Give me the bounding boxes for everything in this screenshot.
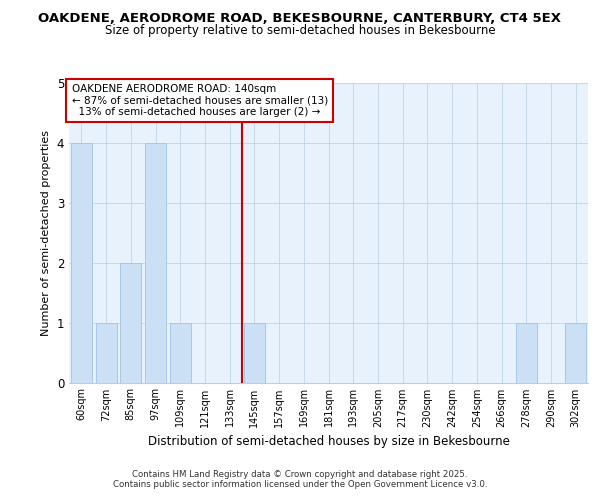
Y-axis label: Number of semi-detached properties: Number of semi-detached properties	[41, 130, 51, 336]
Bar	[145, 142, 166, 382]
Text: OAKDENE AERODROME ROAD: 140sqm
← 87% of semi-detached houses are smaller (13)
  : OAKDENE AERODROME ROAD: 140sqm ← 87% of …	[71, 84, 328, 117]
Text: Size of property relative to semi-detached houses in Bekesbourne: Size of property relative to semi-detach…	[104, 24, 496, 37]
Text: Contains HM Land Registry data © Crown copyright and database right 2025.
Contai: Contains HM Land Registry data © Crown c…	[113, 470, 487, 489]
Bar	[516, 322, 537, 382]
Bar	[170, 322, 191, 382]
Bar	[120, 262, 141, 382]
Bar	[95, 322, 116, 382]
Bar	[71, 142, 92, 382]
Bar	[244, 322, 265, 382]
Text: OAKDENE, AERODROME ROAD, BEKESBOURNE, CANTERBURY, CT4 5EX: OAKDENE, AERODROME ROAD, BEKESBOURNE, CA…	[38, 12, 562, 26]
Bar	[565, 322, 586, 382]
X-axis label: Distribution of semi-detached houses by size in Bekesbourne: Distribution of semi-detached houses by …	[148, 435, 509, 448]
